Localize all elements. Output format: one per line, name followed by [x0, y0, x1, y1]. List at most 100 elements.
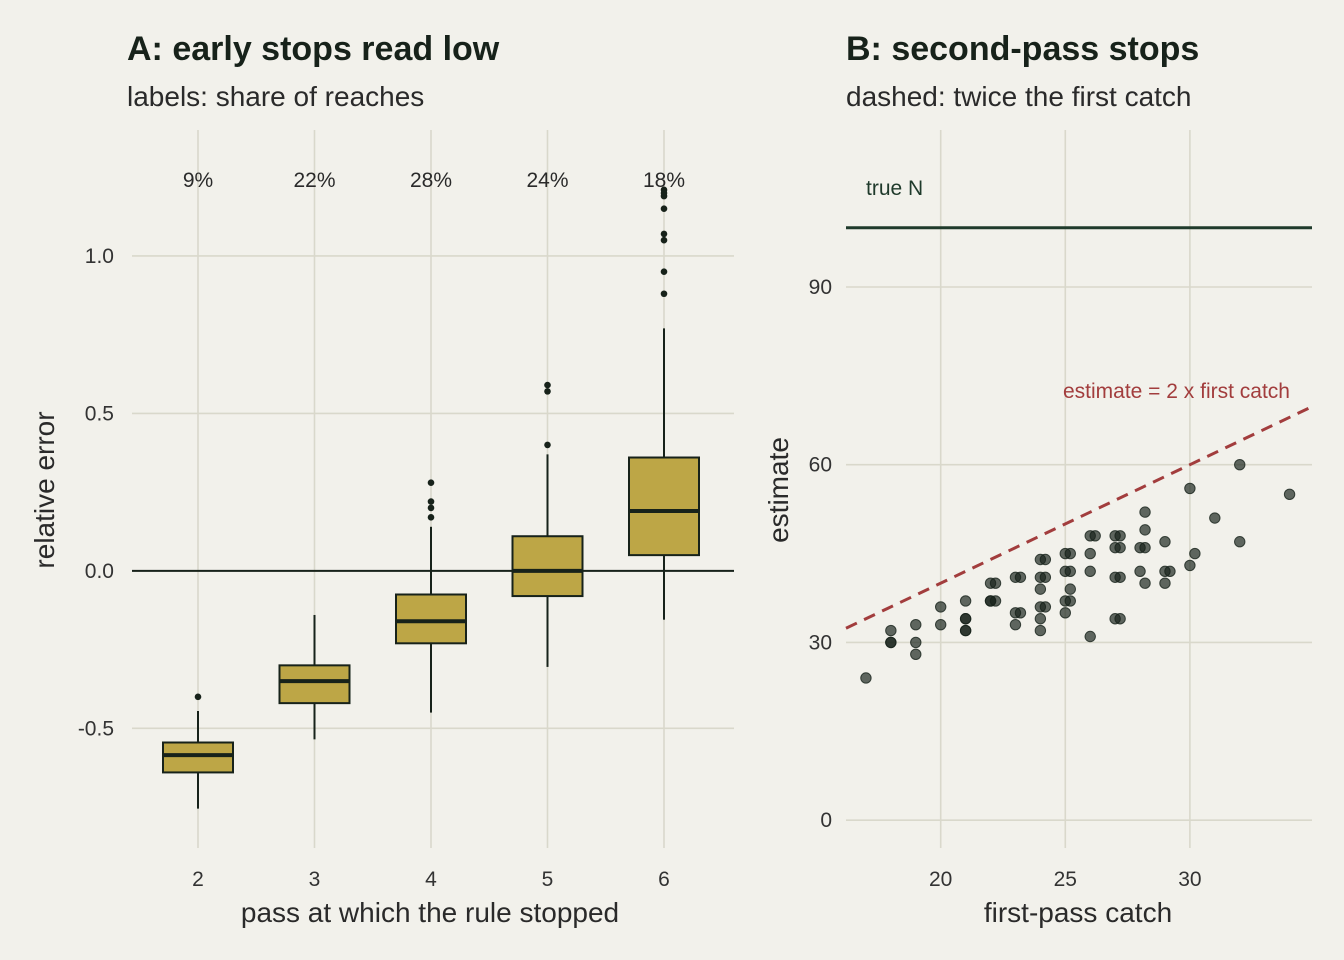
y-tick-label: 90: [809, 276, 832, 299]
x-tick-label: 30: [1178, 868, 1201, 891]
panel-b-x-tick-labels: 20 25 30: [929, 868, 1202, 891]
scatter-point: [885, 624, 897, 637]
y-tick-label: 30: [809, 631, 832, 654]
y-tick-label: -0.5: [78, 717, 114, 740]
outlier-point: [660, 230, 668, 238]
scatter-point: [1064, 565, 1076, 578]
box-pass-4: [395, 479, 467, 713]
box-iqr: [628, 456, 700, 557]
scatter-point: [1064, 595, 1076, 607]
scatter-point: [934, 618, 947, 631]
scatter-point: [959, 613, 972, 625]
scatter-point: [1114, 571, 1126, 583]
panel-a-x-tick-labels: 2 3 4 5 6: [192, 868, 670, 891]
panel-b: B: second-pass stops dashed: twice the f…: [763, 30, 1313, 928]
scatter-point: [1084, 630, 1096, 643]
panel-b-subtitle: dashed: twice the first catch: [846, 81, 1192, 112]
scatter-point: [910, 618, 922, 631]
x-tick-label: 20: [929, 868, 952, 891]
scatter-point: [1184, 559, 1196, 572]
outlier-point: [194, 693, 202, 701]
outlier-point: [660, 290, 668, 298]
y-tick-label: 0.0: [85, 560, 114, 583]
scatter-point: [1084, 547, 1096, 560]
panel-a-y-axis-label: relative error: [29, 411, 60, 568]
share-label-pass-2: 9%: [183, 169, 213, 192]
scatter-point: [1184, 482, 1196, 495]
panel-b-dashed-line: estimate = 2 x first catch: [845, 380, 1313, 630]
share-label-pass-4: 28%: [410, 169, 452, 192]
share-label-pass-5: 24%: [526, 169, 568, 192]
scatter-point: [885, 636, 897, 649]
outlier-point: [544, 381, 551, 389]
outlier-point: [544, 388, 551, 395]
scatter-point: [1139, 577, 1151, 589]
scatter-point: [1283, 488, 1296, 501]
outlier-point: [427, 504, 435, 512]
panel-b-y-axis-label: estimate: [763, 437, 794, 543]
panel-b-true-n-line: true N: [846, 177, 1312, 230]
scatter-point: [1039, 571, 1052, 583]
scatter-point: [1034, 613, 1047, 625]
panel-a-share-labels: 9% 22% 28% 24% 18%: [183, 169, 685, 192]
outlier-point: [427, 498, 435, 505]
scatter-point: [1159, 577, 1171, 589]
scatter-point: [1139, 506, 1151, 518]
twice-first-catch-line: [845, 405, 1313, 630]
panel-a-title: A: early stops read low: [127, 30, 500, 68]
scatter-point: [959, 624, 972, 637]
scatter-point: [1234, 459, 1246, 471]
share-label-pass-6: 18%: [643, 169, 685, 192]
panel-a-subtitle: labels: share of reaches: [127, 81, 424, 112]
scatter-point: [959, 595, 972, 607]
outlier-point: [660, 205, 668, 213]
outlier-point: [660, 268, 668, 276]
x-tick-label: 25: [1054, 868, 1077, 891]
scatter-point: [1209, 512, 1221, 524]
outlier-point: [660, 186, 668, 194]
dashed-line-label: estimate = 2 x first catch: [1063, 380, 1290, 403]
x-tick-label: 3: [309, 868, 321, 891]
scatter-point: [1064, 583, 1076, 595]
scatter-point: [860, 672, 872, 684]
box-pass-6: [628, 186, 700, 620]
box-iqr: [395, 593, 467, 645]
scatter-point: [1139, 524, 1151, 536]
x-tick-label: 5: [542, 868, 554, 891]
scatter-point: [1189, 547, 1201, 560]
x-tick-label: 4: [425, 868, 437, 891]
scatter-point: [1139, 541, 1151, 554]
scatter-point: [1034, 583, 1047, 595]
panel-a-y-tick-labels: -0.5 0.0 0.5 1.0: [78, 245, 114, 740]
scatter-point: [910, 636, 922, 649]
panel-b-y-tick-labels: 0 30 60 90: [809, 276, 832, 832]
scatter-point: [910, 648, 922, 660]
x-tick-label: 2: [192, 868, 204, 891]
box-iqr: [162, 741, 234, 774]
scatter-point: [1159, 536, 1171, 548]
outlier-point: [427, 479, 435, 487]
box-iqr: [278, 664, 351, 705]
panel-a-boxes: [162, 186, 700, 809]
y-tick-label: 0.5: [85, 402, 114, 425]
outlier-point: [660, 236, 668, 244]
y-tick-label: 0: [820, 809, 832, 832]
scatter-point: [1089, 530, 1101, 542]
scatter-point: [989, 577, 1002, 589]
scatter-point: [1014, 607, 1027, 619]
outlier-point: [427, 514, 435, 521]
box-pass-3: [278, 614, 351, 740]
box-iqr: [511, 535, 584, 598]
scatter-point: [1084, 565, 1096, 578]
panel-b-title: B: second-pass stops: [846, 30, 1199, 68]
panel-b-points: [860, 459, 1296, 684]
scatter-point: [1014, 571, 1027, 583]
scatter-point: [1064, 547, 1076, 560]
scatter-point: [1114, 530, 1126, 542]
scatter-point: [934, 601, 947, 613]
outlier-point: [544, 441, 551, 449]
y-tick-label: 1.0: [85, 245, 114, 268]
scatter-point: [1114, 541, 1126, 554]
scatter-point: [1164, 565, 1176, 578]
